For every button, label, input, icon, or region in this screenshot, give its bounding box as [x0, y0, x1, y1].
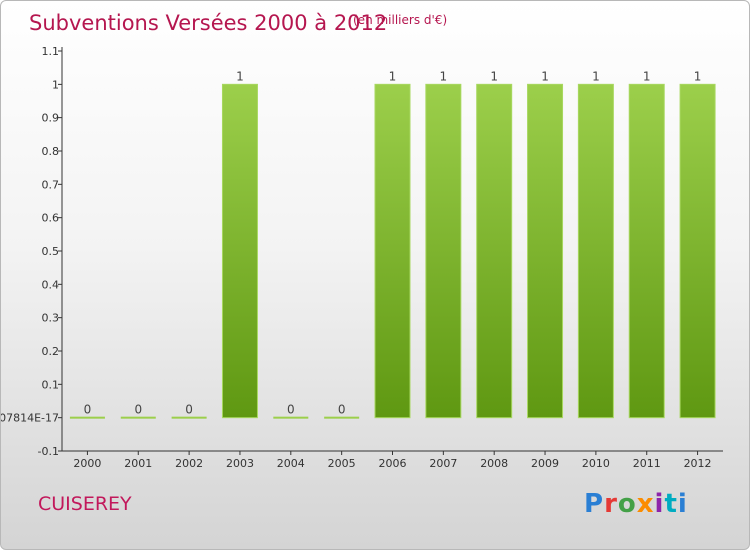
- data-label: 1: [389, 69, 397, 83]
- x-tick-label: 2005: [328, 457, 356, 470]
- data-label: 0: [338, 403, 346, 417]
- data-label: 1: [541, 69, 549, 83]
- proxiti-logo[interactable]: Proxiti: [584, 489, 688, 519]
- data-label: 0: [134, 403, 142, 417]
- data-label: 1: [236, 69, 244, 83]
- data-label: 0: [287, 403, 295, 417]
- y-tick-label: 0.5: [42, 245, 60, 258]
- y-tick-label: 0.3: [42, 312, 60, 325]
- data-label: 0: [84, 403, 92, 417]
- bars-layer: 0 0 0 1 0 0 1 1 1 1 1 1 1: [69, 69, 716, 419]
- bar: [527, 83, 564, 419]
- data-label: 0: [185, 403, 193, 417]
- x-tick-label: 2007: [429, 457, 457, 470]
- x-tick-label: 2003: [226, 457, 254, 470]
- chart-unit-note: (en milliers d'€): [353, 13, 448, 27]
- data-label: 1: [694, 69, 702, 83]
- y-tick-label: 0.9: [42, 112, 60, 125]
- logo-letter: x: [636, 489, 655, 519]
- axis-layer: -0.1 -1.3877787807814E-17 0.1 0.2 0.3 0.4 0.5 0…: [1, 45, 723, 470]
- commune-name: CUISEREY: [38, 493, 132, 515]
- y-tick-label: 0.1: [42, 378, 60, 391]
- logo-letter: r: [604, 489, 618, 519]
- bar: [425, 83, 462, 419]
- x-tick-label: 2004: [277, 457, 305, 470]
- x-tick-label: 2008: [480, 457, 508, 470]
- bar: [476, 83, 513, 419]
- chart-title: Subventions Versées 2000 à 2012: [29, 11, 388, 35]
- y-tick-label: 1: [52, 78, 59, 91]
- y-tick-label: 0.7: [42, 178, 60, 191]
- data-label: 1: [592, 69, 600, 83]
- logo-letter: P: [584, 489, 605, 519]
- x-tick-label: 2006: [379, 457, 407, 470]
- x-tick-label: 2000: [73, 457, 101, 470]
- x-tick-label: 2012: [684, 457, 712, 470]
- bar: [374, 83, 411, 419]
- logo-letter: t: [664, 489, 678, 519]
- y-tick-label: 1.1: [42, 45, 60, 58]
- bar: [679, 83, 716, 419]
- bar: [577, 83, 614, 419]
- data-label: 1: [643, 69, 651, 83]
- x-tick-label: 2011: [633, 457, 661, 470]
- logo-letter: i: [677, 489, 688, 519]
- bar: [221, 83, 258, 419]
- bar: [69, 416, 105, 419]
- y-tick-label: 0.8: [42, 145, 60, 158]
- y-tick-label: -0.1: [38, 445, 59, 458]
- bar: [628, 83, 665, 419]
- data-label: 1: [490, 69, 498, 83]
- y-tick-label: 0.4: [42, 278, 60, 291]
- y-tick-label: -1.3877787807814E-17: [1, 412, 59, 425]
- bar: [120, 416, 156, 419]
- bar: [324, 416, 360, 419]
- bar: [171, 416, 207, 419]
- data-label: 1: [440, 69, 448, 83]
- y-tick-label: 0.2: [42, 345, 60, 358]
- x-tick-label: 2001: [124, 457, 152, 470]
- x-tick-label: 2002: [175, 457, 203, 470]
- logo-letter: o: [617, 489, 637, 519]
- y-tick-label: 0.6: [42, 212, 60, 225]
- x-tick-label: 2010: [582, 457, 610, 470]
- bar: [273, 416, 309, 419]
- logo-letter: i: [654, 489, 665, 519]
- x-tick-label: 2009: [531, 457, 559, 470]
